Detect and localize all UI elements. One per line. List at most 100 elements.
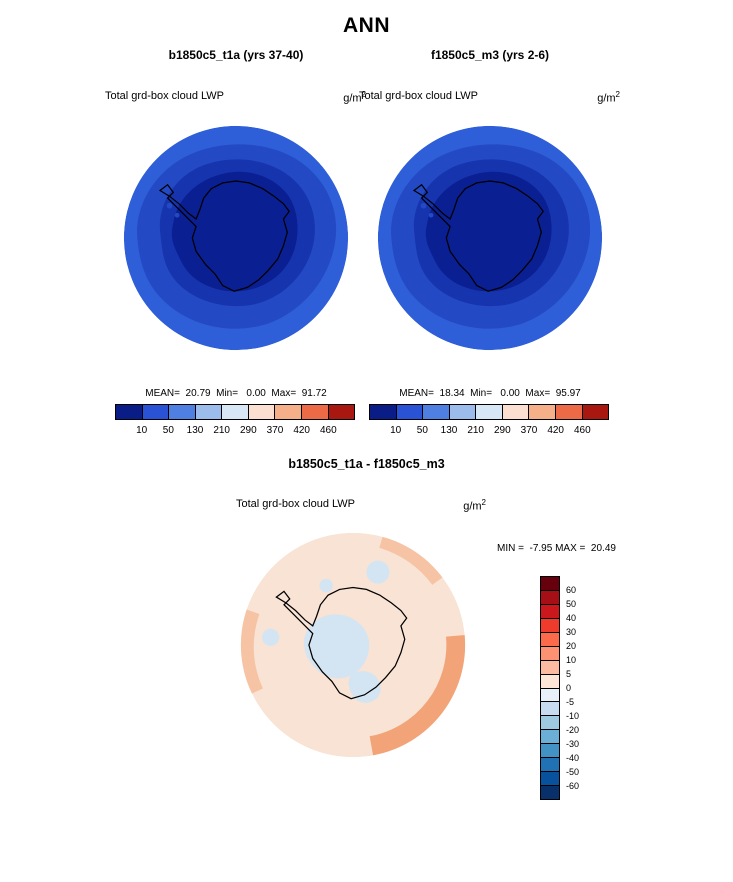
colorbar-segment <box>247 405 275 419</box>
colorbar-tick-label: 5 <box>566 669 572 679</box>
colorbar-tick-label: 420 <box>293 425 310 436</box>
colorbar-tick-label: -20 <box>566 725 580 735</box>
units-label: g/m2 <box>343 90 366 105</box>
negative-anomaly-patch <box>366 560 390 584</box>
colorbar-segment <box>541 771 559 786</box>
colorbar-segment <box>528 405 555 419</box>
colorbar-segment <box>448 405 476 419</box>
colorbar-tick-label: 40 <box>566 613 577 623</box>
diff-colorbar-labels: 60 50 40 30 20 10 5 0 -5 -10 -20 -30 -40 -50 -60 <box>566 576 606 800</box>
polar-map-svg <box>240 532 466 758</box>
colorbar-segment <box>141 405 169 419</box>
panel-right-variable-row: Total grd-box cloud LWP g/m2 <box>359 90 620 105</box>
units-label: g/m2 <box>597 90 620 105</box>
panel-diff: Total grd-box cloud LWP g/m2 <box>236 498 486 768</box>
polar-map-svg <box>123 125 349 351</box>
colorbar-segment <box>541 603 559 618</box>
colorbar-tick-label: 10 <box>390 425 402 436</box>
colorbar-tick-label: -30 <box>566 739 580 749</box>
colorbar-segment <box>168 405 195 419</box>
colorbar-tick-label: 130 <box>440 425 458 436</box>
positive-anomaly-rim <box>369 634 466 758</box>
island-speck <box>428 212 434 218</box>
colorbar-segment <box>541 617 559 632</box>
diff-title: b1850c5_t1a - f1850c5_m3 <box>288 457 445 471</box>
colorbar-segment <box>541 687 559 702</box>
diff-colorbar-boxes <box>540 576 560 800</box>
colorbar-tick-label: -10 <box>566 711 580 721</box>
colorbar-tick-label: 130 <box>186 425 204 436</box>
island-speck <box>420 202 427 209</box>
variable-label: Total grd-box cloud LWP <box>236 498 356 510</box>
colorbar-segment <box>541 757 559 772</box>
panel-left-subtitle: b1850c5_t1a (yrs 37-40) <box>168 48 304 62</box>
colorbar-right-ticks: 10 50 130 210 290 370 420 460 <box>369 425 609 439</box>
colorbar-tick-label: -60 <box>566 781 580 791</box>
panel-left: b1850c5_t1a (yrs 37-40) Total grd-box cl… <box>105 46 366 446</box>
colorbar-segment <box>370 405 396 419</box>
page-title: ANN <box>343 14 390 37</box>
colorbar-left <box>115 404 355 420</box>
positive-anomaly-rim <box>379 532 447 586</box>
colorbar-tick-label: 460 <box>573 425 591 436</box>
island-speck <box>174 212 180 218</box>
colorbar-segment <box>274 405 301 419</box>
colorbar-segment <box>221 405 248 419</box>
panel-left-stats: MEAN= 20.79 Min= 0.00 Max= 91.72 <box>145 388 327 399</box>
colorbar-tick-label: 60 <box>566 585 577 595</box>
colorbar-tick-label: 290 <box>493 425 511 436</box>
negative-anomaly-patch <box>348 671 381 703</box>
colorbar-tick-label: 210 <box>467 425 484 436</box>
colorbar-segment <box>541 577 559 590</box>
variable-label: Total grd-box cloud LWP <box>359 90 479 102</box>
panel-right-stats: MEAN= 18.34 Min= 0.00 Max= 95.97 <box>399 388 581 399</box>
colorbar-tick-label: -50 <box>566 767 580 777</box>
variable-label: Total grd-box cloud LWP <box>105 90 225 102</box>
colorbar-segment <box>541 729 559 744</box>
colorbar-segment <box>116 405 142 419</box>
colorbar-right <box>369 404 609 420</box>
colorbar-tick-label: 210 <box>213 425 230 436</box>
colorbar-segment <box>395 405 423 419</box>
negative-anomaly-patch <box>303 614 370 679</box>
colorbar-tick-label: 290 <box>239 425 257 436</box>
colorbar-segment <box>541 743 559 758</box>
colorbar-segment <box>541 589 559 604</box>
colorbar-tick-label: 460 <box>319 425 337 436</box>
panel-diff-variable-row: Total grd-box cloud LWP g/m2 <box>236 498 486 513</box>
polar-map-svg <box>377 125 603 351</box>
colorbar-tick-label: 420 <box>547 425 564 436</box>
colorbar-segment <box>422 405 449 419</box>
colorbar-segment <box>475 405 502 419</box>
colorbar-segment <box>194 405 222 419</box>
panel-left-variable-row: Total grd-box cloud LWP g/m2 <box>105 90 366 105</box>
units-label: g/m2 <box>463 498 486 513</box>
colorbar-tick-label: 50 <box>416 425 428 436</box>
antarctica-outline <box>158 180 290 292</box>
colorbar-tick-label: 30 <box>566 627 577 637</box>
colorbar-tick-label: 370 <box>520 425 538 436</box>
colorbar-segment <box>501 405 529 419</box>
colorbar-segment <box>541 645 559 660</box>
island-speck <box>166 202 173 209</box>
panel-right: f1850c5_m3 (yrs 2-6) Total grd-box cloud… <box>359 46 620 446</box>
map-right <box>376 124 604 352</box>
map-left <box>122 124 350 352</box>
colorbar-tick-label: -40 <box>566 753 580 763</box>
diff-minmax: MIN = -7.95 MAX = 20.49 <box>497 543 616 554</box>
colorbar-segment <box>541 659 559 674</box>
colorbar-tick-label: 10 <box>566 655 577 665</box>
colorbar-segment <box>554 405 582 419</box>
colorbar-tick-label: 50 <box>162 425 174 436</box>
colorbar-tick-label: 370 <box>266 425 284 436</box>
colorbar-segment <box>541 785 559 799</box>
colorbar-tick-label: -5 <box>566 697 575 707</box>
negative-anomaly-patch <box>261 628 280 646</box>
negative-anomaly-patch <box>319 578 333 593</box>
map-diff <box>238 530 468 760</box>
colorbar-segment <box>327 405 355 419</box>
colorbar-tick-label: 20 <box>566 641 577 651</box>
antarctica-outline <box>275 586 408 700</box>
colorbar-tick-label: 0 <box>566 683 572 693</box>
